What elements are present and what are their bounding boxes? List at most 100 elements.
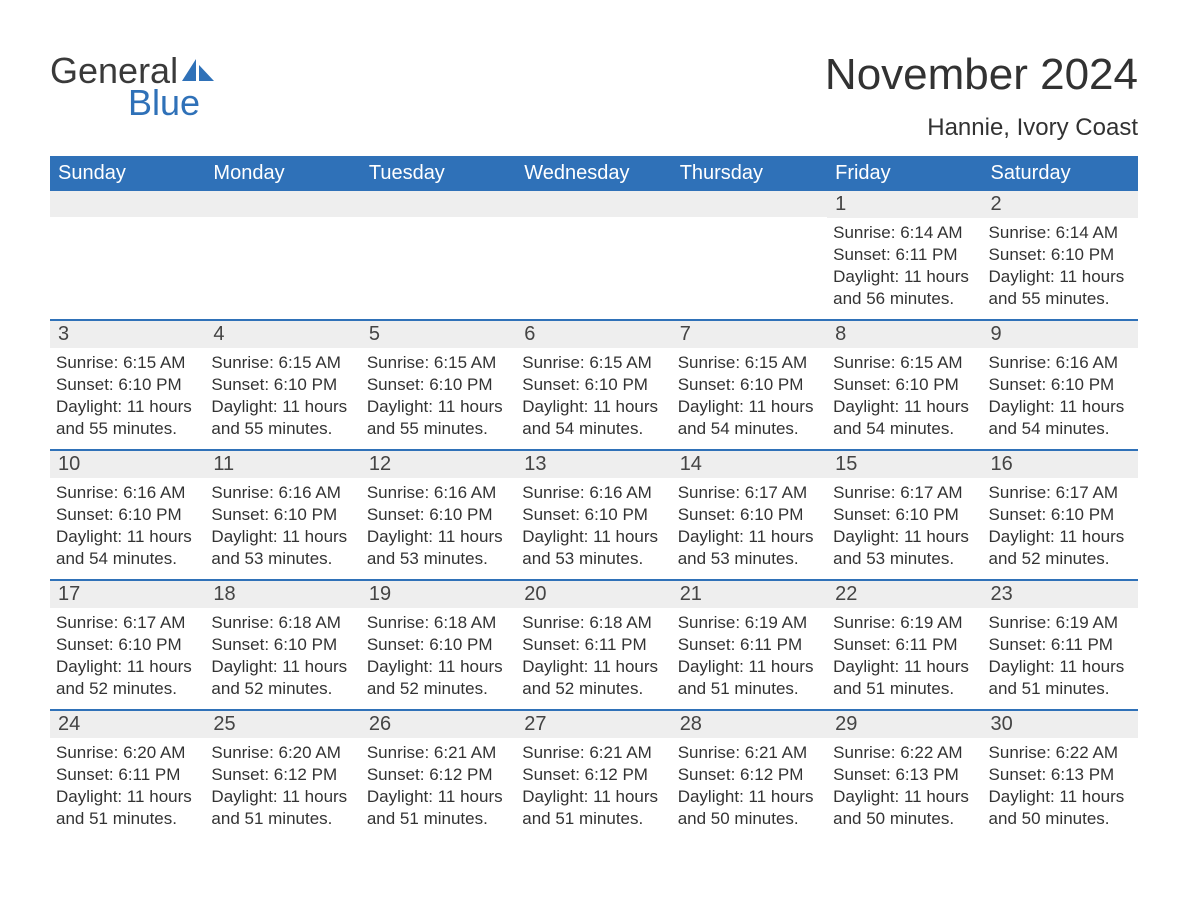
calendar-cell: 8Sunrise: 6:15 AMSunset: 6:10 PMDaylight… (827, 321, 982, 449)
day-number: 23 (983, 581, 1138, 608)
daylight-text: Daylight: 11 hours and 53 minutes. (522, 526, 665, 570)
calendar-cell: 16Sunrise: 6:17 AMSunset: 6:10 PMDayligh… (983, 451, 1138, 579)
daylight-text: Daylight: 11 hours and 54 minutes. (522, 396, 665, 440)
day-number: 15 (827, 451, 982, 478)
sunset-text: Sunset: 6:12 PM (522, 764, 665, 786)
sunset-text: Sunset: 6:11 PM (989, 634, 1132, 656)
calendar-cell: 21 Sunrise: 6:19 AMSunset: 6:11 PMDayligh… (672, 581, 827, 709)
daylight-text: Daylight: 11 hours and 55 minutes. (989, 266, 1132, 310)
calendar-cell: 1Sunrise: 6:14 AMSunset: 6:11 PMDaylight… (827, 191, 982, 319)
day-info: Sunrise: 6:14 AMSunset: 6:11 PMDaylight:… (833, 222, 976, 310)
sunset-text: Sunset: 6:10 PM (211, 374, 354, 396)
weekday-header: Thursday (672, 156, 827, 191)
daylight-text: Daylight: 11 hours and 53 minutes. (833, 526, 976, 570)
sunset-text: Sunset: 6:10 PM (989, 374, 1132, 396)
month-title: November 2024 (825, 50, 1138, 100)
day-info: Sunrise: 6:20 AMSunset: 6:12 PMDaylight:… (211, 742, 354, 830)
day-info: Sunrise: 6:15 AMSunset: 6:10 PMDaylight:… (211, 352, 354, 440)
day-number: 27 (516, 711, 671, 738)
day-number: 21 (672, 581, 827, 608)
daylight-text: Daylight: 11 hours and 52 minutes. (989, 526, 1132, 570)
weekday-header: Sunday (50, 156, 205, 191)
day-number: 19 (361, 581, 516, 608)
calendar-cell: 17Sunrise: 6:17 AMSunset: 6:10 PMDayligh… (50, 581, 205, 709)
daylight-text: Daylight: 11 hours and 51 minutes. (833, 656, 976, 700)
calendar-cell: 5Sunrise: 6:15 AMSunset: 6:10 PMDaylight… (361, 321, 516, 449)
sunrise-text: Sunrise: 6:21 AM (678, 742, 821, 764)
day-info: Sunrise: 6:16 AMSunset: 6:10 PMDaylight:… (522, 482, 665, 570)
sunrise-text: Sunrise: 6:20 AM (56, 742, 199, 764)
sunset-text: Sunset: 6:12 PM (367, 764, 510, 786)
daylight-text: Daylight: 11 hours and 55 minutes. (211, 396, 354, 440)
weekday-header: Friday (827, 156, 982, 191)
day-info: Sunrise: 6:14 AMSunset: 6:10 PMDaylight:… (989, 222, 1132, 310)
daylight-text: Daylight: 11 hours and 51 minutes. (367, 786, 510, 830)
calendar-cell: 11Sunrise: 6:16 AMSunset: 6:10 PMDayligh… (205, 451, 360, 579)
day-number (205, 191, 360, 217)
day-number: 13 (516, 451, 671, 478)
sunrise-text: Sunrise: 6:16 AM (211, 482, 354, 504)
sunset-text: Sunset: 6:11 PM (56, 764, 199, 786)
sunrise-text: Sunrise: 6:16 AM (56, 482, 199, 504)
daylight-text: Daylight: 11 hours and 53 minutes. (211, 526, 354, 570)
daylight-text: Daylight: 11 hours and 54 minutes. (989, 396, 1132, 440)
sunset-text: Sunset: 6:11 PM (522, 634, 665, 656)
day-number: 10 (50, 451, 205, 478)
day-number: 8 (827, 321, 982, 348)
day-info: Sunrise: 6:18 AMSunset: 6:11 PMDaylight:… (522, 612, 665, 700)
day-info: Sunrise: 6:19 AMSunset: 6:11 PMDaylight:… (678, 612, 821, 700)
day-number (516, 191, 671, 217)
sunset-text: Sunset: 6:10 PM (367, 374, 510, 396)
daylight-text: Daylight: 11 hours and 51 minutes. (522, 786, 665, 830)
day-number: 7 (672, 321, 827, 348)
daylight-text: Daylight: 11 hours and 54 minutes. (678, 396, 821, 440)
sunrise-text: Sunrise: 6:16 AM (989, 352, 1132, 374)
sunset-text: Sunset: 6:12 PM (678, 764, 821, 786)
day-number: 20 (516, 581, 671, 608)
calendar-week: 1Sunrise: 6:14 AMSunset: 6:11 PMDaylight… (50, 191, 1138, 319)
calendar-cell: 19Sunrise: 6:18 AMSunset: 6:10 PMDayligh… (361, 581, 516, 709)
calendar-cell: 15 Sunrise: 6:17 AMSunset: 6:10 PMDayligh… (827, 451, 982, 579)
day-info: Sunrise: 6:17 AMSunset: 6:10 PMDaylight:… (989, 482, 1132, 570)
day-info: Sunrise: 6:15 AMSunset: 6:10 PMDaylight:… (367, 352, 510, 440)
day-info: Sunrise: 6:17 AMSunset: 6:10 PMDaylight:… (833, 482, 976, 570)
sunset-text: Sunset: 6:10 PM (56, 504, 199, 526)
day-number: 22 (827, 581, 982, 608)
sunrise-text: Sunrise: 6:22 AM (833, 742, 976, 764)
daylight-text: Daylight: 11 hours and 52 minutes. (56, 656, 199, 700)
page-header: General Blue November 2024 Hannie, Ivory… (50, 50, 1138, 142)
daylight-text: Daylight: 11 hours and 56 minutes. (833, 266, 976, 310)
daylight-text: Daylight: 11 hours and 52 minutes. (211, 656, 354, 700)
day-number: 14 (672, 451, 827, 478)
day-number: 12 (361, 451, 516, 478)
sunset-text: Sunset: 6:10 PM (56, 374, 199, 396)
day-info: Sunrise: 6:18 AMSunset: 6:10 PMDaylight:… (211, 612, 354, 700)
day-number: 11 (205, 451, 360, 478)
calendar-cell: 30Sunrise: 6:22 AMSunset: 6:13 PMDayligh… (983, 711, 1138, 839)
calendar-grid: Sunday Monday Tuesday Wednesday Thursday… (50, 156, 1138, 839)
sunset-text: Sunset: 6:13 PM (833, 764, 976, 786)
day-info: Sunrise: 6:15 AMSunset: 6:10 PMDaylight:… (678, 352, 821, 440)
daylight-text: Daylight: 11 hours and 52 minutes. (522, 656, 665, 700)
sunset-text: Sunset: 6:10 PM (367, 634, 510, 656)
day-number (672, 191, 827, 217)
daylight-text: Daylight: 11 hours and 51 minutes. (211, 786, 354, 830)
day-info: Sunrise: 6:19 AMSunset: 6:11 PMDaylight:… (989, 612, 1132, 700)
logo: General Blue (50, 50, 216, 124)
sunrise-text: Sunrise: 6:19 AM (989, 612, 1132, 634)
sunset-text: Sunset: 6:10 PM (678, 374, 821, 396)
day-number (50, 191, 205, 217)
day-number: 4 (205, 321, 360, 348)
calendar-cell: 18Sunrise: 6:18 AMSunset: 6:10 PMDayligh… (205, 581, 360, 709)
calendar-cell: 10Sunrise: 6:16 AMSunset: 6:10 PMDayligh… (50, 451, 205, 579)
sunset-text: Sunset: 6:10 PM (989, 244, 1132, 266)
day-info: Sunrise: 6:15 AMSunset: 6:10 PMDaylight:… (522, 352, 665, 440)
calendar-cell (50, 191, 205, 319)
daylight-text: Daylight: 11 hours and 52 minutes. (367, 656, 510, 700)
calendar-cell (672, 191, 827, 319)
day-info: Sunrise: 6:16 AMSunset: 6:10 PMDaylight:… (989, 352, 1132, 440)
sunrise-text: Sunrise: 6:19 AM (833, 612, 976, 634)
weeks-container: 1Sunrise: 6:14 AMSunset: 6:11 PMDaylight… (50, 191, 1138, 839)
sunset-text: Sunset: 6:10 PM (211, 634, 354, 656)
daylight-text: Daylight: 11 hours and 53 minutes. (678, 526, 821, 570)
